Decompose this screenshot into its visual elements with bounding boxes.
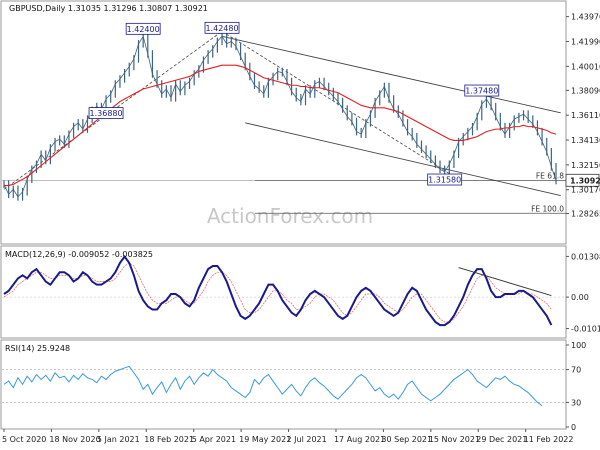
rsi-y-tick-label-3: 0 <box>571 423 576 432</box>
macd-panel: 0.013086 0.00 -0.010106 <box>2 252 600 334</box>
x-tick-label-9: 15 Nov 2021 <box>429 435 480 444</box>
channel-line-0 <box>221 35 561 114</box>
rsi-y-tick-label-2: 30 <box>571 398 581 407</box>
price-panel-frame <box>0 0 567 245</box>
macd-trendline <box>458 267 552 296</box>
price-y-tick-label-2: 1.40010 <box>571 62 600 71</box>
fe-level-label-0: FE 61.8 <box>536 172 564 181</box>
annotation-box-0 <box>125 22 161 35</box>
x-tick-label-6: 2 Jul 2021 <box>287 435 327 444</box>
rsi-panel: 100 70 30 0 <box>2 341 586 432</box>
x-tick-label-8: 30 Sep 2021 <box>381 435 432 444</box>
channel-line-1 <box>245 122 561 197</box>
price-y-tick-label-4: 1.36110 <box>571 111 600 120</box>
annotation-label-3: 1.37480 <box>465 87 498 96</box>
x-tick-label-3: 18 Feb 2021 <box>144 435 194 444</box>
current-price-label: 1.30921 <box>570 176 600 185</box>
macd-label: MACD(12,26,9) -0.009052 -0.003825 <box>5 250 153 259</box>
price-panel: 1.43970 1.41990 1.40010 1.38090 1.36110 1.341… <box>2 13 600 219</box>
x-tick-label-7: 17 Aug 2021 <box>334 435 385 444</box>
macd-main-line <box>3 254 553 327</box>
annotation-box-1 <box>204 21 240 34</box>
watermark: ActionForex.com <box>207 204 373 228</box>
chart-title: GBPUSD,Daily 1.31035 1.31296 1.30807 1.3… <box>9 4 208 13</box>
annotation-label-2: 1.36880 <box>90 109 123 118</box>
macd-y-tick-label-1: 0.00 <box>571 293 589 302</box>
price-y-tick-label-5: 1.34130 <box>571 136 600 145</box>
rsi-line <box>3 365 543 407</box>
annotation-box-4 <box>427 173 463 186</box>
price-y-tick-label-6: 1.32150 <box>571 161 600 170</box>
price-y-tick-label-1: 1.41990 <box>571 37 600 46</box>
price-y-tick-label-0: 1.43970 <box>571 13 600 22</box>
moving-average-line <box>4 64 557 187</box>
annotation-label-1: 1.42480 <box>205 24 238 33</box>
price-y-tick-label-3: 1.38090 <box>571 86 600 95</box>
rsi-panel-frame <box>0 339 567 430</box>
macd-y-tick-label-0: 0.013086 <box>571 252 600 261</box>
annotation-label-0: 1.42400 <box>127 25 160 34</box>
rsi-y-tick-label-0: 100 <box>571 341 586 350</box>
x-tick-label-5: 19 May 2021 <box>239 435 291 444</box>
rsi-label: RSI(14) 25.9248 <box>5 344 70 353</box>
annotation-label-4: 1.31580 <box>428 176 461 185</box>
x-tick-label-11: 11 Feb 2022 <box>524 435 574 444</box>
x-tick-label-0: 5 Oct 2020 <box>2 435 46 444</box>
x-tick-label-4: 5 Apr 2021 <box>192 435 236 444</box>
annotation-box-2 <box>88 107 124 119</box>
macd-panel-frame <box>0 245 567 339</box>
fe-level-label-1: FE 100.0 <box>531 204 564 213</box>
x-tick-label-1: 18 Nov 2020 <box>49 435 100 444</box>
dashed-trend-line-1 <box>221 30 459 180</box>
macd-y-tick-label-2: -0.010106 <box>571 325 600 334</box>
x-tick-label-2: 5 Jan 2021 <box>97 435 140 444</box>
price-y-tick-label-7: 1.30170 <box>571 186 600 195</box>
annotation-box-3 <box>464 84 500 97</box>
x-tick-label-10: 29 Dec 2021 <box>476 435 527 444</box>
rsi-y-tick-label-1: 70 <box>571 366 581 375</box>
price-y-tick-label-8: 1.28265 <box>571 210 600 219</box>
current-price-box <box>565 173 600 187</box>
